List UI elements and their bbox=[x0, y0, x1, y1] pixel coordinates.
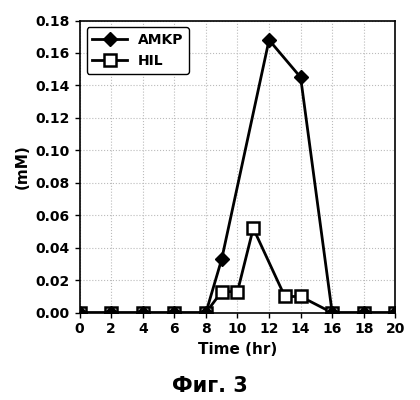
X-axis label: Time (hr): Time (hr) bbox=[198, 342, 277, 357]
HIL bbox=[251, 226, 256, 231]
Line: HIL: HIL bbox=[74, 223, 401, 318]
HIL bbox=[361, 310, 366, 315]
AMKP bbox=[140, 310, 145, 315]
AMKP bbox=[203, 310, 208, 315]
HIL bbox=[235, 289, 240, 294]
AMKP bbox=[77, 310, 82, 315]
AMKP bbox=[267, 38, 272, 42]
AMKP bbox=[393, 310, 398, 315]
AMKP bbox=[219, 257, 224, 262]
HIL bbox=[140, 310, 145, 315]
HIL bbox=[172, 310, 177, 315]
Line: AMKP: AMKP bbox=[75, 35, 400, 318]
HIL bbox=[298, 294, 303, 299]
Legend: AMKP, HIL: AMKP, HIL bbox=[87, 28, 189, 74]
HIL bbox=[393, 310, 398, 315]
AMKP bbox=[330, 310, 335, 315]
AMKP bbox=[109, 310, 114, 315]
HIL bbox=[282, 294, 287, 299]
AMKP bbox=[172, 310, 177, 315]
AMKP bbox=[361, 310, 366, 315]
AMKP bbox=[298, 75, 303, 80]
HIL bbox=[219, 289, 224, 294]
HIL bbox=[203, 310, 208, 315]
Y-axis label: (mM): (mM) bbox=[15, 144, 30, 189]
HIL bbox=[77, 310, 82, 315]
HIL bbox=[330, 310, 335, 315]
HIL bbox=[109, 310, 114, 315]
Text: Фиг. 3: Фиг. 3 bbox=[172, 376, 248, 396]
